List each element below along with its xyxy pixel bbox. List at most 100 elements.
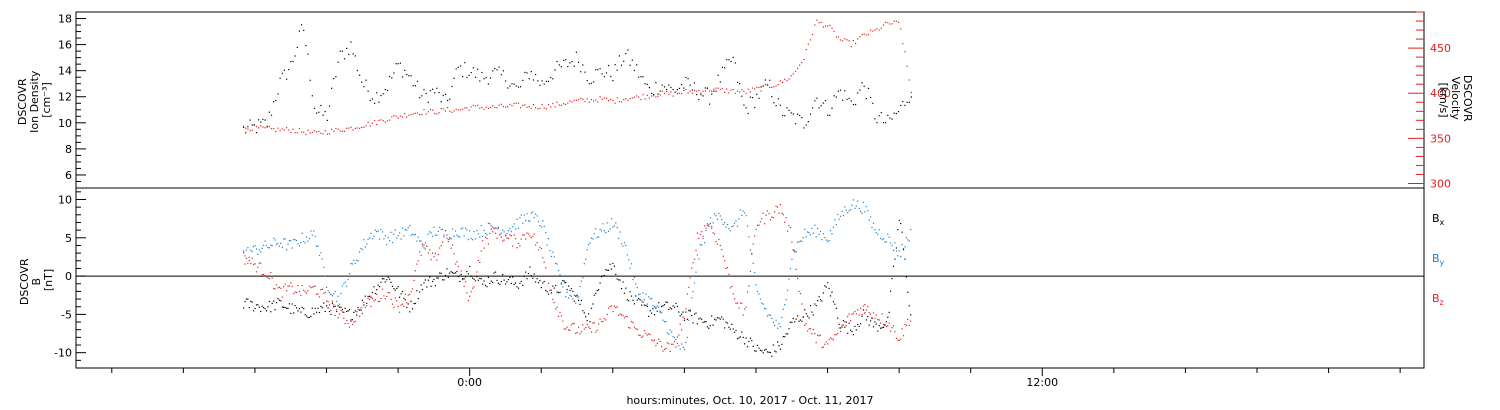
data-point-bx xyxy=(482,283,484,285)
data-point-by xyxy=(579,285,581,287)
data-point-velocity xyxy=(741,89,743,91)
data-point-bz xyxy=(420,254,422,256)
data-point-velocity xyxy=(805,49,807,51)
data-point-by xyxy=(784,304,786,306)
data-point-bz xyxy=(771,216,773,218)
data-point-by xyxy=(255,248,258,250)
data-point-by xyxy=(533,217,535,219)
data-point-bz xyxy=(850,320,852,322)
data-point-velocity xyxy=(399,115,401,117)
data-point-velocity xyxy=(663,92,666,94)
data-point-bx xyxy=(469,265,471,268)
data-point-bx xyxy=(530,275,532,277)
data-point-ion-density xyxy=(453,77,455,79)
data-point-ion-density xyxy=(483,78,485,80)
velocity-tick-label: 300 xyxy=(1430,177,1451,190)
data-point-bz xyxy=(593,322,595,324)
data-point-bx xyxy=(483,280,485,282)
data-point-by xyxy=(311,234,313,236)
data-point-by xyxy=(602,223,604,225)
data-point-ion-density xyxy=(829,114,831,116)
data-point-bx xyxy=(310,315,312,318)
data-point-by xyxy=(841,210,843,213)
data-point-bz xyxy=(550,289,552,291)
data-point-by xyxy=(725,226,727,228)
data-point-bx xyxy=(424,279,426,281)
data-point-velocity xyxy=(571,101,573,103)
data-point-bz xyxy=(626,316,628,318)
data-point-by xyxy=(616,227,618,229)
data-point-by xyxy=(366,243,368,245)
data-point-velocity xyxy=(762,85,764,87)
data-point-by xyxy=(799,240,802,242)
data-point-bz xyxy=(775,205,777,207)
data-point-bx xyxy=(716,317,718,319)
data-point-by xyxy=(610,218,613,220)
data-point-velocity xyxy=(754,88,756,90)
data-point-by xyxy=(788,278,790,280)
data-point-ion-density xyxy=(687,78,689,80)
data-point-bx xyxy=(692,322,694,324)
data-point-bx xyxy=(891,278,893,280)
data-point-ion-density xyxy=(563,59,565,61)
data-point-bx xyxy=(854,325,856,327)
field-tick-label: 5 xyxy=(65,232,72,245)
data-point-bz xyxy=(470,291,472,293)
data-point-bz xyxy=(401,303,404,305)
data-point-bz xyxy=(484,236,487,238)
data-point-by xyxy=(265,244,268,246)
data-point-bx xyxy=(287,307,289,309)
data-point-velocity xyxy=(328,133,331,135)
data-point-bx xyxy=(619,279,621,281)
data-point-bz xyxy=(423,244,425,246)
data-point-bz xyxy=(543,261,545,263)
data-point-bx xyxy=(788,328,790,330)
data-point-velocity xyxy=(485,106,487,108)
data-point-ion-density xyxy=(296,46,298,48)
data-point-bx xyxy=(825,286,827,288)
data-point-bz xyxy=(516,247,518,249)
data-point-velocity xyxy=(670,91,672,93)
data-point-by xyxy=(361,248,363,251)
data-point-by xyxy=(734,222,736,224)
data-point-by xyxy=(695,271,697,273)
data-point-bx xyxy=(605,269,607,271)
data-point-velocity xyxy=(479,107,481,109)
data-point-by xyxy=(789,268,791,270)
data-point-velocity xyxy=(545,108,547,110)
data-point-velocity xyxy=(648,97,650,99)
data-point-bx xyxy=(493,272,495,274)
data-point-by xyxy=(850,209,852,211)
data-point-bz xyxy=(673,340,676,343)
data-point-velocity xyxy=(305,133,307,136)
data-point-velocity xyxy=(867,34,870,36)
velocity-ylabel: DSCOVR Velocity [km/s] xyxy=(1437,75,1474,125)
data-point-by xyxy=(798,241,800,243)
data-point-bx xyxy=(701,318,703,320)
data-point-bx xyxy=(719,318,721,320)
data-point-bx xyxy=(772,344,774,346)
data-point-bz xyxy=(905,324,907,327)
data-point-by xyxy=(423,247,425,249)
data-point-by xyxy=(845,209,847,211)
data-point-bx xyxy=(764,349,766,351)
data-point-bz xyxy=(253,263,255,265)
data-point-bx xyxy=(809,305,812,307)
data-point-by xyxy=(777,327,779,329)
data-point-by xyxy=(489,223,491,225)
data-point-bx xyxy=(798,320,800,322)
data-point-by xyxy=(651,297,653,299)
data-point-bx xyxy=(533,273,535,275)
data-point-bx xyxy=(616,278,618,280)
data-point-by xyxy=(286,249,288,251)
data-point-bz xyxy=(463,285,465,287)
data-point-ion-density xyxy=(513,83,515,85)
data-point-ion-density xyxy=(659,90,661,92)
data-point-by xyxy=(599,228,601,231)
data-point-by xyxy=(735,220,737,222)
data-point-ion-density xyxy=(298,30,300,32)
data-point-ion-density xyxy=(384,89,386,91)
data-point-bz xyxy=(814,333,816,335)
data-point-bx xyxy=(868,324,870,326)
data-point-ion-density xyxy=(612,80,614,82)
